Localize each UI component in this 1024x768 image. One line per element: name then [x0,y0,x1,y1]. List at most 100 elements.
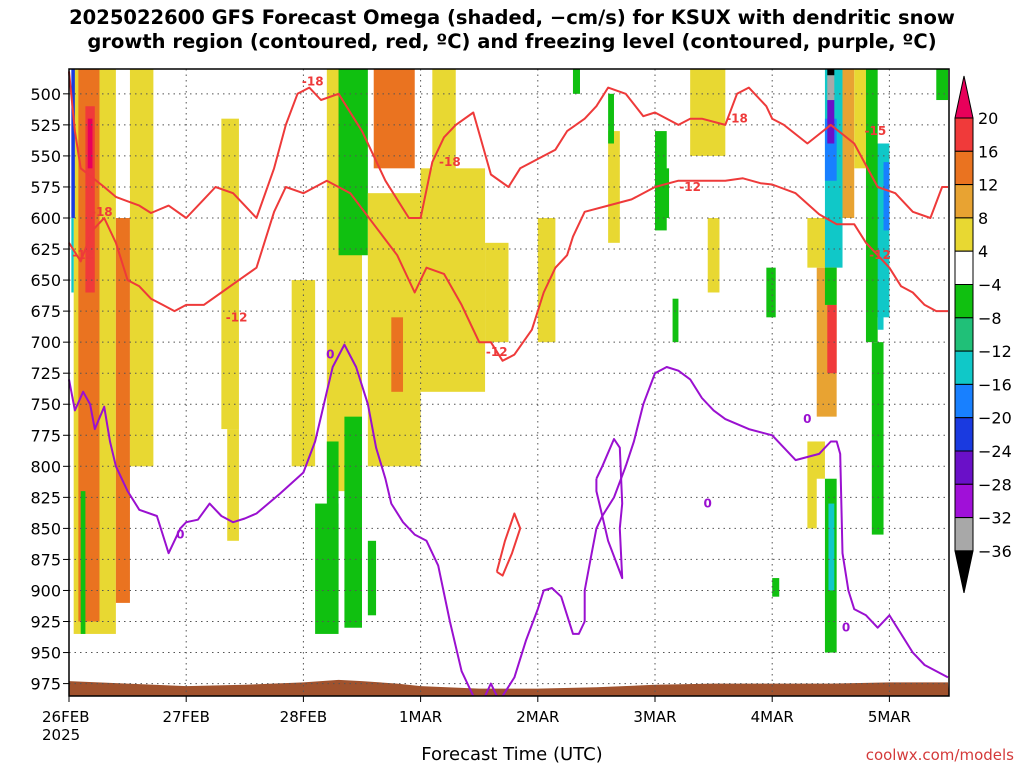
omega-cell-54 [877,280,884,330]
y-tick-label-19: 975 [30,675,61,694]
y-tick-label-1: 525 [30,116,61,135]
y-axis: 500 525 550 575 600 625 650 675 700 725 750 775 800 8… [30,85,69,694]
chart-title-line2: growth region (contoured, red, ºC) and f… [87,30,937,53]
omega-cell-45 [824,267,837,305]
dgz-top [68,71,948,219]
omega-cell-39 [827,304,837,374]
y-tick-label-7: 675 [30,302,61,321]
omega-cell-41 [824,118,837,181]
contour-label-10: 0 [176,528,184,542]
y-tick-label-9: 725 [30,364,61,383]
omega-cell-3 [87,118,93,169]
omega-cell-38 [813,441,825,479]
omega-cell-52 [865,69,878,343]
colorbar-tick-0: 20 [978,109,998,128]
colorbar-box-4 [954,250,974,285]
dgz-bottom [68,177,948,362]
x-tick-label-1: 27FEB [162,708,209,726]
x-tick-label-3: 1MAR [399,708,442,726]
dgz-island [495,512,522,577]
x-axis-label: Forecast Time (UTC) [421,744,603,765]
colorbar-box-6 [954,317,974,352]
chart-title-line1: 2025022600 GFS Forecast Omega (shaded, −… [69,6,955,29]
omega-cell-55 [936,69,948,101]
x-tick-label-5: 3MAR [633,708,676,726]
omega-cell-47 [828,503,835,591]
colorbar-box-0 [954,117,974,152]
colorbar-tick-8: −16 [978,375,1012,394]
y-tick-label-18: 950 [30,644,61,663]
omega-shading [71,69,948,653]
x-tick-label-7: 5MAR [868,708,911,726]
colorbar-tick-3: 8 [978,209,988,228]
frz-mini [484,682,498,697]
colorbar-box-9 [954,417,974,452]
plot-area: -18 -18 -18 -18 -15 -12 -12 -12 -12 -12 0 0 0 0 0 [68,68,950,697]
omega-cell-2 [85,106,95,293]
y-tick-label-12: 800 [30,457,61,476]
omega-cell-17 [344,416,362,628]
y-tick-label-10: 750 [30,395,61,414]
colorbar-tick-10: −24 [978,442,1012,461]
omega-cell-20 [391,317,404,392]
omega-cell-43 [827,75,835,101]
y-tick-label-4: 600 [30,209,61,228]
contour-label-6: -12 [226,310,248,324]
x-tick-label-2: 28FEB [280,708,327,726]
colorbar-box-10 [954,450,974,485]
frz-main [68,343,475,697]
frz-right [501,366,949,697]
omega-cell-23 [485,242,509,343]
omega-cell-4 [71,69,75,218]
frz-loop [595,438,624,580]
colorbar-box-3 [954,217,974,252]
colorbar: 20 16 12 8 4 −4 −8 −12 −16 −20 −24 −28 −32 −36 [954,75,1012,594]
omega-cell-51 [883,162,890,231]
colorbar-tick-6: −8 [978,309,1002,328]
x-tick-label-0: 26FEB [42,708,89,726]
colorbar-tick-1: 16 [978,142,998,161]
contour-label-11: 0 [326,348,334,362]
contour-label-2: -18 [439,155,461,169]
contour-label-14: 0 [842,621,850,635]
colorbar-tick-4: 4 [978,242,988,261]
contour-label-8: -12 [679,180,701,194]
omega-cell-24 [537,217,556,343]
contour-label-7: -12 [486,345,508,359]
colorbar-box-12 [954,517,974,552]
omega-cell-31 [690,69,726,156]
contour-labels: -18 -18 -18 -18 -15 -12 -12 -12 -12 -12 0 0 0 0 0 [72,74,891,635]
x-tick-label-6: 4MAR [751,708,794,726]
y-tick-label-17: 925 [30,613,61,632]
omega-cell-32 [707,217,720,293]
colorbar-tick-7: −12 [978,342,1012,361]
colorbar-tick-2: 12 [978,176,998,195]
x-year-label: 2025 [42,726,80,744]
omega-cell-56 [367,540,377,616]
omega-cell-26 [572,69,580,94]
omega-cell-33 [766,267,776,318]
contour-label-1: -18 [91,205,113,219]
grid [68,69,949,696]
omega-cell-11 [291,280,316,467]
colorbar-tick-5: −4 [978,276,1002,295]
y-tick-label-8: 700 [30,333,61,352]
colorbar-tick-9: −20 [978,409,1012,428]
contour-label-3: -18 [726,112,748,126]
omega-cell-8 [129,69,154,467]
omega-cell-53 [871,342,884,535]
chart-title: 2025022600 GFS Forecast Omega (shaded, −… [0,6,1024,54]
y-tick-label-2: 550 [30,147,61,166]
omega-cell-44 [827,69,835,76]
y-tick-label-3: 575 [30,178,61,197]
omega-cell-34 [807,441,817,529]
contour-label-5: -12 [72,248,94,262]
colorbar-box-2 [954,184,974,219]
omega-cell-7 [115,217,130,603]
contour-label-9: -12 [869,248,891,262]
y-tick-label-16: 900 [30,581,61,600]
x-tick-label-4: 2MAR [516,708,559,726]
contour-label-0: -18 [302,74,324,88]
omega-cell-35 [772,578,780,597]
omega-cell-30 [672,298,679,343]
